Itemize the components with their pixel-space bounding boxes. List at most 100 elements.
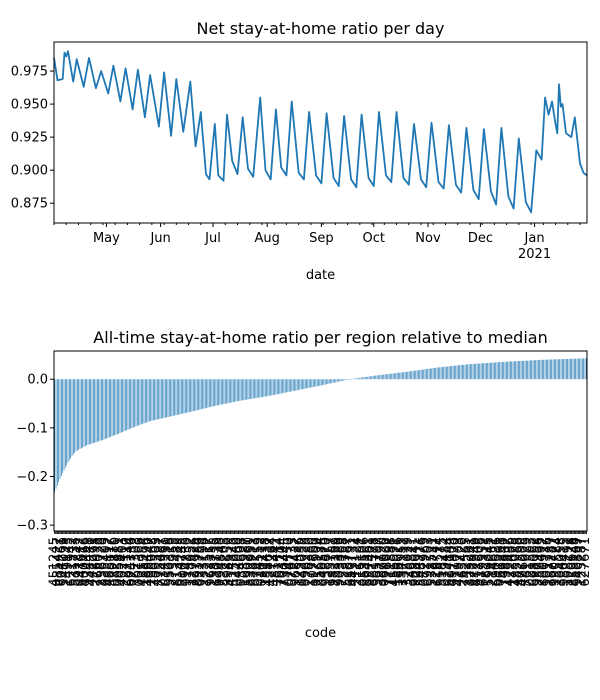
code-tick-label: 211124 (350, 537, 365, 587)
bar (295, 379, 297, 391)
code-tick-label: 030113 (255, 537, 270, 587)
code-tick-label: 458637 (262, 537, 277, 587)
code-tick-label: 979233 (286, 537, 301, 587)
bar (172, 379, 174, 416)
bar (432, 368, 434, 380)
code-tick-label: 227110 (119, 537, 134, 587)
bar (383, 374, 385, 380)
bar (283, 379, 285, 393)
code-tick-label: 074770 (282, 537, 297, 587)
bar (287, 379, 289, 393)
bar (394, 373, 395, 380)
code-tick-label: 327426 (187, 537, 202, 587)
x-tick-label: Jun (149, 231, 170, 246)
bar (202, 379, 203, 409)
bar (542, 359, 543, 380)
bar (154, 379, 155, 421)
code-tick-label: 024559 (252, 537, 267, 587)
bar-chart-title: All-time stay-at-home ratio per region r… (93, 328, 547, 347)
bar (396, 372, 398, 380)
code-tick-label: 917608 (473, 537, 488, 587)
bar (236, 379, 238, 402)
bar (66, 379, 67, 466)
code-tick-label: 256124 (313, 537, 328, 587)
bar (110, 379, 111, 437)
bar (459, 365, 461, 380)
code-tick-label: 531733 (68, 537, 83, 587)
bar (448, 366, 450, 380)
bar (580, 358, 582, 380)
code-tick-label: 682810 (109, 537, 124, 587)
bar (148, 379, 150, 422)
x-tick-label: Jul (204, 231, 221, 246)
bar (270, 379, 271, 396)
bar (75, 379, 77, 452)
bar (259, 379, 261, 398)
bar (182, 379, 183, 414)
bar-chart: All-time stay-at-home ratio per region r… (16, 328, 592, 641)
bar (556, 359, 558, 380)
bar (135, 379, 137, 427)
code-tick-label: 968437 (289, 537, 304, 587)
code-tick-label: 074739 (126, 537, 141, 587)
bar (82, 379, 83, 448)
x-tick-label: Oct (363, 231, 385, 246)
bar (126, 379, 127, 431)
code-tick-label: 800927 (537, 537, 552, 587)
bar (54, 379, 55, 493)
bar (151, 379, 153, 421)
bar (331, 379, 333, 384)
bar (114, 379, 115, 436)
code-tick-label: 012900 (309, 537, 324, 587)
bar (108, 379, 110, 438)
bar (462, 364, 463, 380)
bar-chart-bars (54, 358, 587, 493)
bar (380, 374, 382, 380)
bar (304, 379, 306, 389)
bar (103, 379, 105, 440)
bar (415, 370, 417, 380)
code-tick-label: 608062 (527, 537, 542, 587)
bar (300, 379, 302, 390)
bar (586, 358, 587, 380)
bar (368, 376, 370, 380)
bar (424, 369, 426, 380)
bar (416, 370, 418, 380)
bar (548, 359, 550, 380)
bar (288, 379, 290, 392)
bar (496, 362, 498, 380)
code-tick-label: 214651 (486, 537, 501, 587)
bar (71, 379, 73, 457)
bar (87, 379, 89, 445)
bar (294, 379, 295, 391)
bar (142, 379, 143, 424)
bar (422, 369, 423, 380)
bar (367, 376, 369, 380)
bar (551, 359, 553, 380)
code-tick-label: 893984 (190, 537, 205, 587)
bar (144, 379, 146, 423)
bar (463, 364, 465, 380)
bar (278, 379, 279, 394)
code-tick-label: 911070 (449, 537, 464, 587)
code-tick-label: 409563 (150, 537, 165, 587)
code-tick-label: 872590 (513, 537, 528, 587)
bar (299, 379, 301, 390)
bar (418, 370, 419, 380)
bar (63, 379, 65, 471)
bar (55, 379, 57, 489)
code-tick-label: 982162 (326, 537, 341, 587)
bar (171, 379, 173, 417)
bar (251, 379, 253, 399)
code-tick-label: 005881 (112, 537, 127, 587)
bar (224, 379, 226, 404)
bar (170, 379, 171, 417)
bar (286, 379, 287, 393)
bar (443, 366, 445, 380)
code-tick-label: 496005 (517, 537, 532, 587)
bar (438, 367, 439, 380)
bar (482, 363, 483, 380)
bar (132, 379, 134, 428)
bar (400, 372, 402, 380)
